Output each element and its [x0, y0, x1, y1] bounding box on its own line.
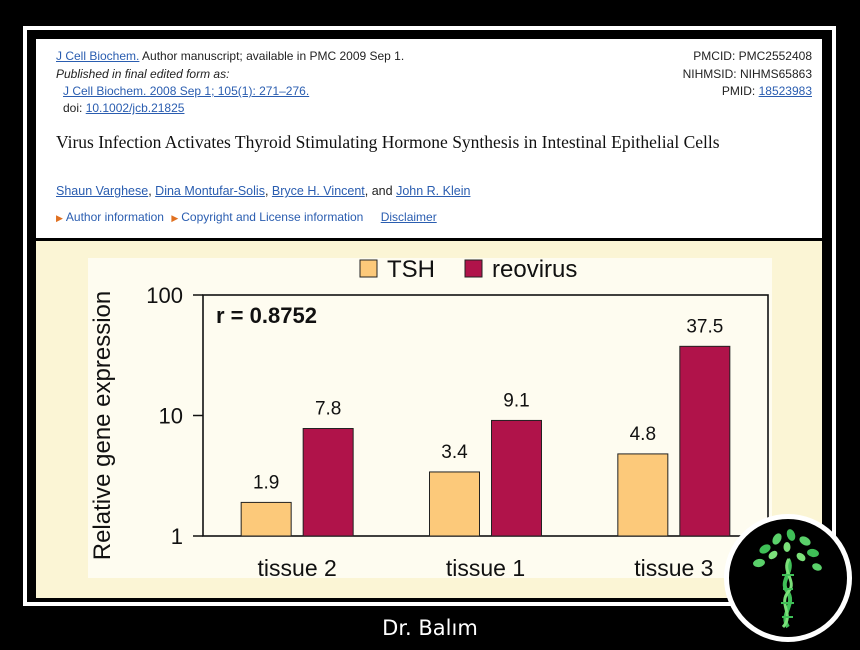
legend-swatch-reovirus — [464, 259, 483, 278]
x-tick-label: tissue 2 — [258, 555, 337, 581]
section-divider — [36, 238, 822, 241]
author-link[interactable]: Dina Montufar-Solis — [155, 184, 265, 198]
x-axis-labels: tissue 2 tissue 1 tissue 3 — [258, 555, 714, 581]
journal-line: J Cell Biochem. Author manuscript; avail… — [56, 49, 404, 63]
article-header: J Cell Biochem. Author manuscript; avail… — [36, 39, 822, 238]
y-tick-label: 100 — [146, 283, 183, 308]
legend-label: reovirus — [492, 256, 577, 283]
bar-value-label: 4.8 — [630, 424, 656, 445]
tree-dna-icon — [753, 529, 822, 629]
y-tick-label: 10 — [159, 404, 183, 429]
legend-swatch-tsh — [359, 259, 378, 278]
author-signature: Dr. Balım — [382, 616, 478, 640]
bar-value-label: 9.1 — [503, 390, 529, 411]
author-link[interactable]: Bryce H. Vincent — [271, 184, 365, 198]
pmid-link[interactable]: 18523983 — [758, 84, 812, 98]
journal-note: Author manuscript; available in PMC 2009… — [142, 49, 405, 63]
author-link[interactable]: Shaun Varghese — [56, 184, 149, 198]
author-separator: , — [264, 184, 269, 198]
author-separator: , — [148, 184, 152, 198]
bar-reovirus — [491, 419, 542, 537]
bar-value-label: 3.4 — [441, 442, 468, 463]
article-meta-links: ▶ Author information ▶ Copyright and Licen… — [56, 210, 437, 224]
bar-value-label: 1.9 — [253, 472, 279, 493]
author-list: Shaun Varghese, Dina Montufar-Solis, Bry… — [56, 184, 470, 198]
journal-link[interactable]: J Cell Biochem. — [56, 49, 140, 63]
bars-group: 1.9 7.8 3.4 9.1 4.8 37.5 — [240, 316, 731, 537]
doi-line: doi: 10.1002/jcb.21825 — [63, 101, 184, 115]
expand-arrow-icon: ▶ — [56, 213, 63, 223]
y-tick-label: 1 — [171, 524, 183, 549]
y-axis-label: Relative gene expression — [89, 291, 116, 561]
author-separator: , and — [364, 184, 393, 198]
doi-link[interactable]: 10.1002/jcb.21825 — [85, 101, 185, 115]
citation-link[interactable]: J Cell Biochem. 2008 Sep 1; 105(1): 271–… — [63, 84, 310, 98]
bar-value-label: 7.8 — [315, 399, 341, 420]
nihmsid: NIHMSID: NIHMS65863 — [682, 67, 812, 81]
expand-arrow-icon: ▶ — [171, 213, 179, 223]
article-title: Virus Infection Activates Thyroid Stimul… — [56, 132, 720, 152]
x-tick-label: tissue 1 — [446, 555, 525, 581]
correlation-annotation: r = 0.8752 — [216, 303, 317, 328]
bar-reovirus — [302, 428, 354, 537]
bar-reovirus — [679, 345, 731, 537]
author-information-toggle[interactable]: Author information — [65, 210, 164, 224]
author-link[interactable]: John R. Klein — [396, 184, 471, 198]
y-axis: 1 10 100 — [146, 283, 203, 549]
tree-dna-logo — [724, 514, 852, 642]
doi-label: doi: — [63, 101, 83, 115]
citation-line: J Cell Biochem. 2008 Sep 1; 105(1): 271–… — [63, 84, 309, 98]
pmcid: PMCID: PMC2552408 — [693, 49, 812, 63]
chart-legend: TSH reovirus — [359, 256, 577, 283]
legend-label: TSH — [387, 256, 435, 283]
pmid-line: PMID: 18523983 — [722, 84, 812, 98]
bar-value-label: 37.5 — [686, 316, 723, 337]
pmid-label: PMID: — [721, 84, 756, 98]
bar-tsh — [240, 501, 292, 537]
disclaimer-link[interactable]: Disclaimer — [380, 210, 437, 224]
bar-tsh — [429, 471, 480, 537]
copyright-license-toggle[interactable]: Copyright and License information — [181, 210, 364, 224]
bar-tsh — [617, 453, 669, 537]
published-label: Published in final edited form as: — [56, 67, 230, 81]
x-tick-label: tissue 3 — [634, 555, 713, 581]
